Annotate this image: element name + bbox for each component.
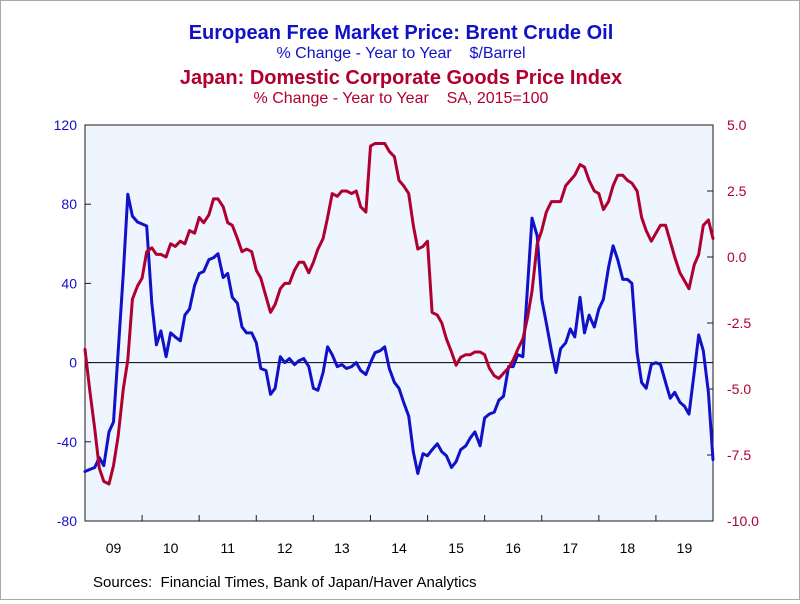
left-tick-label: -80 <box>57 513 77 529</box>
left-tick-label: -40 <box>57 434 77 450</box>
x-tick-label: 15 <box>448 540 464 556</box>
right-tick-label: 5.0 <box>727 117 747 133</box>
series-line-brent-oil <box>83 192 715 475</box>
right-tick-label: -10.0 <box>727 513 759 529</box>
right-tick-label: -7.5 <box>727 447 751 463</box>
x-tick-label: 17 <box>562 540 578 556</box>
x-tick-label: 13 <box>334 540 350 556</box>
right-tick-label: 2.5 <box>727 183 747 199</box>
left-axis: 120 80 40 0 -40 -80 <box>54 117 91 529</box>
subtitle-oil: % Change - Year to Year $/Barrel <box>276 45 525 62</box>
x-tick-label: 10 <box>163 540 179 556</box>
left-tick-label: 120 <box>54 117 78 133</box>
sources-note: Sources: Financial Times, Bank of Japan/… <box>93 574 477 591</box>
series-lines <box>83 142 715 486</box>
left-tick-label: 80 <box>61 196 77 212</box>
x-axis: 09 10 11 12 13 14 15 16 17 18 19 <box>106 515 714 556</box>
x-tick-label: 11 <box>220 540 235 556</box>
right-tick-label: 0.0 <box>727 249 747 265</box>
left-tick-label: 0 <box>69 355 77 371</box>
right-tick-label: -2.5 <box>727 315 751 331</box>
plot-area <box>84 124 714 522</box>
title-cgpi: Japan: Domestic Corporate Goods Price In… <box>180 67 622 89</box>
x-tick-label: 12 <box>277 540 293 556</box>
title-oil: European Free Market Price: Brent Crude … <box>189 22 614 44</box>
x-tick-label: 19 <box>677 540 693 556</box>
subtitle-cgpi: % Change - Year to Year SA, 2015=100 <box>254 90 549 107</box>
x-tick-label: 18 <box>620 540 636 556</box>
x-tick-label: 09 <box>106 540 122 556</box>
x-tick-label: 14 <box>391 540 407 556</box>
left-tick-label: 40 <box>61 275 77 291</box>
right-tick-label: -5.0 <box>727 381 751 397</box>
series-line-japan-cgpi <box>83 142 715 486</box>
right-axis: 5.0 2.5 0.0 -2.5 -5.0 -7.5 -10.0 <box>707 117 759 529</box>
x-tick-label: 16 <box>505 540 521 556</box>
